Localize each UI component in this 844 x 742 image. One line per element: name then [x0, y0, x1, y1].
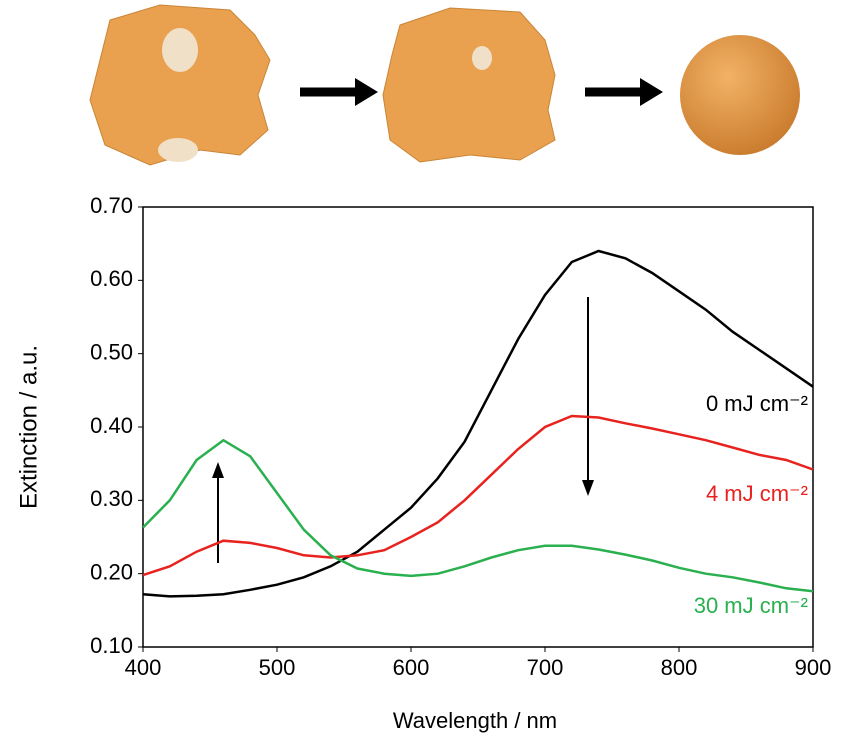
plot-frame — [143, 207, 813, 647]
shape-illustrations — [90, 5, 800, 165]
arrow-head — [582, 480, 594, 496]
y-tick-label: 0.70 — [90, 193, 133, 218]
y-tick-label: 0.40 — [90, 413, 133, 438]
annotation-arrows — [212, 297, 594, 563]
x-tick-label: 400 — [125, 655, 162, 680]
pore — [158, 138, 198, 162]
x-tick-label: 500 — [259, 655, 296, 680]
arrow-head — [212, 462, 224, 478]
pore — [162, 28, 198, 72]
x-tick-label: 600 — [393, 655, 430, 680]
series-label: 4 mJ cm⁻² — [706, 481, 808, 506]
x-tick-label: 700 — [527, 655, 564, 680]
partially-filled-cube — [383, 8, 555, 162]
sphere — [680, 35, 800, 155]
chart: Wavelength / nm Extinction / a.u. 0.100.… — [0, 0, 844, 742]
x-tick-label: 900 — [795, 655, 832, 680]
series-line — [143, 251, 813, 596]
series-label: 30 mJ cm⁻² — [694, 593, 808, 618]
pore — [472, 46, 492, 70]
x-tick-label: 800 — [661, 655, 698, 680]
x-axis-title: Wavelength / nm — [393, 708, 557, 733]
series-label: 0 mJ cm⁻² — [706, 391, 808, 416]
y-tick-label: 0.30 — [90, 486, 133, 511]
arrow-head — [355, 78, 378, 106]
arrow-head — [640, 78, 663, 106]
y-axis-title: Extinction / a.u. — [15, 345, 42, 509]
y-tick-label: 0.60 — [90, 266, 133, 291]
series-line — [143, 440, 813, 591]
y-tick-label: 0.50 — [90, 339, 133, 364]
y-tick-label: 0.20 — [90, 559, 133, 584]
